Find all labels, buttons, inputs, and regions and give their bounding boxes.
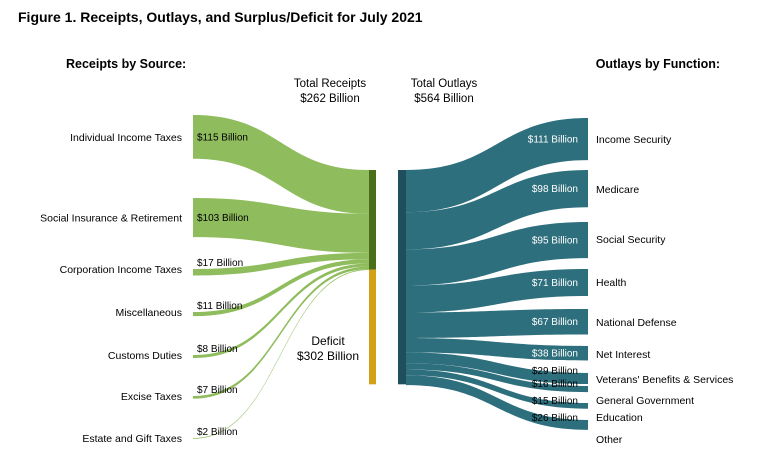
outlay-flow-other — [406, 375, 588, 430]
receipt-label-miscellaneous: Miscellaneous — [115, 307, 182, 319]
receipt-flow-corporation-income-taxes — [193, 252, 369, 276]
receipts-heading: Receipts by Source: — [66, 57, 186, 71]
receipt-flow-individual-income-taxes — [193, 115, 369, 214]
receipt-flow-miscellaneous — [193, 259, 369, 317]
receipt-label-social-insurance-retirement: Social Insurance & Retirement — [40, 213, 182, 225]
outlay-value-social-security: $95 Billion — [532, 236, 578, 247]
outlay-flow-net-interest — [406, 337, 588, 361]
outlay-flows — [406, 118, 588, 430]
receipt-flow-estate-and-gift-taxes — [193, 269, 369, 439]
receipt-flows — [193, 115, 369, 439]
receipt-label-excise-taxes: Excise Taxes — [121, 391, 182, 403]
outlay-flow-education — [406, 369, 588, 409]
receipt-flow-social-insurance-retirement — [193, 198, 369, 253]
outlay-flow-general-government — [406, 363, 588, 393]
outlay-labels: $111 Billion Income Security $98 Billion Me… — [528, 134, 734, 446]
outlay-label-income-security: Income Security — [596, 134, 672, 146]
outlay-label-health: Health — [596, 277, 627, 289]
receipt-label-individual-income-taxes: Individual Income Taxes — [70, 132, 182, 144]
outlay-flow-veterans-benefits-services — [406, 352, 588, 385]
outlay-value-education: $15 Billion — [532, 396, 578, 407]
outlay-label-medicare: Medicare — [596, 184, 639, 196]
receipt-value-individual-income-taxes: $115 Billion — [197, 132, 248, 143]
figure-title: Figure 1. Receipts, Outlays, and Surplus… — [18, 9, 423, 25]
receipt-value-social-insurance-retirement: $103 Billion — [197, 213, 249, 224]
outlay-label-national-defense: National Defense — [596, 317, 677, 329]
outlay-value-other: $26 Billion — [532, 413, 578, 424]
outlay-label-net-interest: Net Interest — [596, 349, 650, 361]
receipt-label-customs-duties: Customs Duties — [108, 350, 182, 362]
outlays-heading: Outlays by Function: — [596, 57, 720, 71]
outlays-total-bar — [398, 170, 406, 385]
deficit-bar — [369, 269, 376, 385]
outlay-value-general-government: $16 Billion — [532, 379, 578, 390]
receipt-label-estate-and-gift-taxes: Estate and Gift Taxes — [82, 433, 182, 445]
receipt-value-excise-taxes: $7 Billion — [197, 385, 238, 396]
receipt-value-corporation-income-taxes: $17 Billion — [197, 258, 243, 269]
outlay-value-medicare: $98 Billion — [532, 184, 578, 195]
receipts-total-bar — [369, 170, 376, 270]
receipt-value-customs-duties: $8 Billion — [197, 344, 238, 355]
total-outlays-value: $564 Billion — [414, 93, 473, 105]
deficit-label: Deficit — [311, 334, 345, 348]
outlay-flow-medicare — [406, 170, 588, 250]
outlay-value-income-security: $111 Billion — [528, 135, 578, 146]
receipt-label-corporation-income-taxes: Corporation Income Taxes — [60, 264, 182, 276]
outlay-label-veterans-benefits-services: Veterans' Benefits & Services — [596, 374, 733, 386]
total-receipts-label: Total Receipts — [294, 78, 366, 90]
receipt-labels: $115 Billion Individual Income Taxes $103 … — [40, 132, 249, 445]
outlay-label-education: Education — [596, 412, 643, 424]
outlay-flow-income-security — [406, 118, 588, 213]
receipt-flow-customs-duties — [193, 263, 369, 359]
receipt-value-estate-and-gift-taxes: $2 Billion — [197, 427, 238, 438]
outlay-label-general-government: General Government — [596, 395, 694, 407]
outlay-value-national-defense: $67 Billion — [532, 317, 578, 328]
total-receipts-value: $262 Billion — [300, 93, 359, 105]
outlay-value-net-interest: $38 Billion — [532, 349, 578, 360]
outlay-flow-social-security — [406, 222, 588, 286]
outlay-flow-health — [406, 269, 588, 313]
outlay-flow-national-defense — [406, 309, 588, 338]
outlay-value-health: $71 Billion — [532, 278, 578, 289]
outlay-label-other: Other — [596, 434, 623, 446]
outlay-value-veterans-benefits-services: $29 Billion — [532, 366, 578, 377]
total-outlays-label: Total Outlays — [411, 78, 478, 90]
receipt-value-miscellaneous: $11 Billion — [197, 301, 242, 312]
outlay-label-social-security: Social Security — [596, 234, 666, 246]
receipt-flow-excise-taxes — [193, 266, 369, 399]
deficit-value: $302 Billion — [297, 349, 359, 363]
